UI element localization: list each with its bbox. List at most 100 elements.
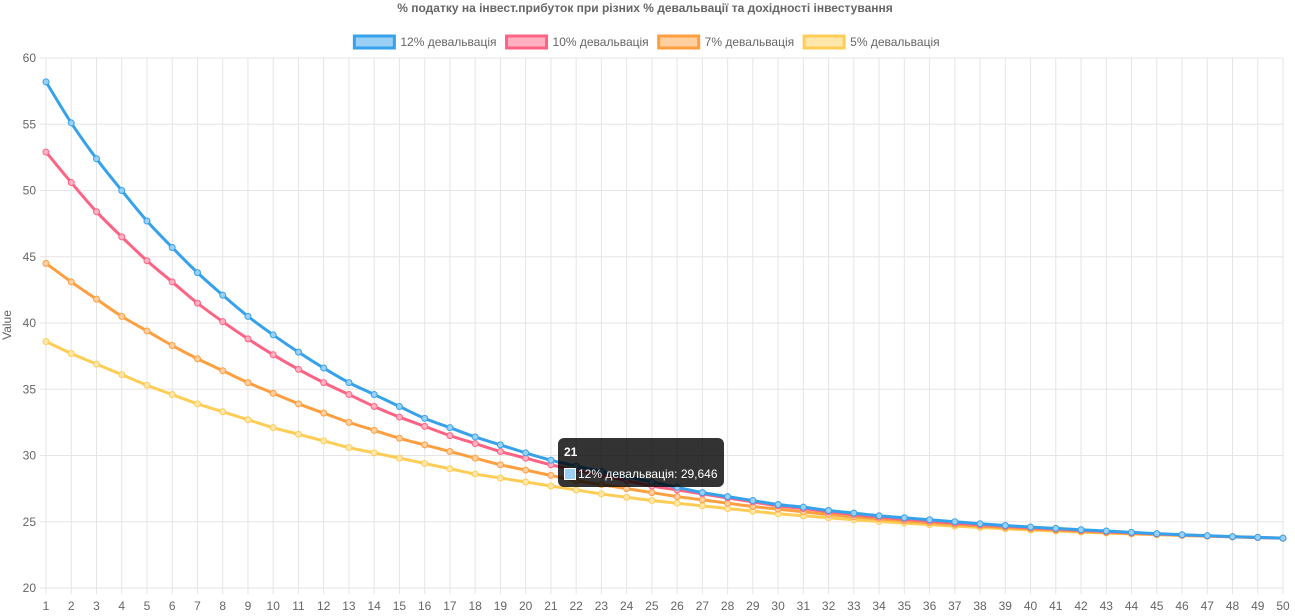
y-tick-label: 20 bbox=[23, 581, 37, 595]
x-tick-label: 41 bbox=[1049, 599, 1063, 613]
data-point bbox=[92, 295, 100, 303]
x-tick-label: 42 bbox=[1074, 599, 1088, 613]
data-point bbox=[471, 454, 479, 462]
legend-item: 10% девальвація bbox=[505, 34, 649, 50]
data-point bbox=[320, 379, 328, 387]
data-point bbox=[395, 402, 403, 410]
x-tick-label: 19 bbox=[494, 599, 508, 613]
data-point bbox=[345, 418, 353, 426]
legend-label: 12% девальвація bbox=[400, 35, 496, 49]
data-point bbox=[421, 414, 429, 422]
data-point bbox=[1203, 532, 1211, 540]
data-point bbox=[395, 434, 403, 442]
data-point bbox=[522, 449, 530, 457]
data-point bbox=[496, 474, 504, 482]
x-tick-label: 36 bbox=[923, 599, 937, 613]
x-tick-label: 27 bbox=[696, 599, 710, 613]
x-tick-label: 30 bbox=[771, 599, 785, 613]
data-point bbox=[522, 466, 530, 474]
data-point bbox=[370, 449, 378, 457]
data-point bbox=[850, 509, 858, 517]
data-point bbox=[143, 217, 151, 225]
series-group bbox=[42, 78, 1287, 542]
data-point bbox=[67, 119, 75, 127]
x-tick-label: 23 bbox=[595, 599, 609, 613]
data-point bbox=[193, 400, 201, 408]
data-point bbox=[547, 482, 555, 490]
data-point bbox=[875, 512, 883, 520]
legend-swatch bbox=[802, 34, 846, 50]
tooltip: 21 12% девальвація: 29,646 bbox=[558, 438, 724, 487]
data-point bbox=[143, 327, 151, 335]
data-point bbox=[42, 338, 50, 346]
x-tick-label: 50 bbox=[1276, 599, 1290, 613]
x-tick-label: 44 bbox=[1125, 599, 1139, 613]
data-point bbox=[244, 312, 252, 320]
x-tick-label: 15 bbox=[393, 599, 407, 613]
x-tick-label: 49 bbox=[1251, 599, 1265, 613]
data-point bbox=[143, 381, 151, 389]
y-tick-label: 45 bbox=[23, 250, 37, 264]
data-point bbox=[951, 518, 959, 526]
x-tick-label: 25 bbox=[645, 599, 659, 613]
legend-swatch bbox=[657, 34, 701, 50]
data-point bbox=[547, 471, 555, 479]
data-point bbox=[269, 331, 277, 339]
data-point bbox=[648, 489, 656, 497]
x-tick-label: 29 bbox=[746, 599, 760, 613]
x-tick-label: 46 bbox=[1175, 599, 1189, 613]
x-tick-label: 33 bbox=[847, 599, 861, 613]
x-tick-label: 11 bbox=[292, 599, 305, 613]
data-point bbox=[320, 364, 328, 372]
data-point bbox=[92, 360, 100, 368]
data-point bbox=[219, 318, 227, 326]
legend-label: 5% девальвація bbox=[850, 35, 939, 49]
data-point bbox=[269, 424, 277, 432]
data-point bbox=[1128, 528, 1136, 536]
legend-label: 7% девальвація bbox=[705, 35, 794, 49]
data-point bbox=[496, 448, 504, 456]
data-point bbox=[623, 493, 631, 501]
x-tick-label: 13 bbox=[342, 599, 356, 613]
data-point bbox=[320, 437, 328, 445]
x-tick-label: 38 bbox=[973, 599, 987, 613]
legend-label: 10% девальвація bbox=[553, 35, 649, 49]
x-tick-label: 45 bbox=[1150, 599, 1164, 613]
tooltip-title: 21 bbox=[564, 445, 578, 459]
tooltip-row: 12% девальвація: 29,646 bbox=[564, 466, 718, 482]
data-point bbox=[244, 379, 252, 387]
data-point bbox=[522, 478, 530, 486]
data-point bbox=[774, 501, 782, 509]
y-tick-label: 50 bbox=[23, 184, 37, 198]
y-tick-label: 30 bbox=[23, 449, 37, 463]
y-tick-label: 35 bbox=[23, 382, 37, 396]
data-point bbox=[219, 367, 227, 375]
x-tick-label: 10 bbox=[267, 599, 281, 613]
data-point bbox=[294, 348, 302, 356]
data-point bbox=[168, 342, 176, 350]
legend: 12% девальвація 10% девальвація 7% девальв… bbox=[352, 34, 940, 50]
data-point bbox=[244, 416, 252, 424]
data-point bbox=[118, 371, 126, 379]
x-tick-label: 43 bbox=[1100, 599, 1114, 613]
data-point bbox=[421, 422, 429, 430]
data-point bbox=[345, 391, 353, 399]
x-tick-label: 12 bbox=[317, 599, 331, 613]
tooltip-label: 12% девальвація: 29,646 bbox=[578, 467, 718, 481]
data-point bbox=[168, 391, 176, 399]
legend-item: 5% девальвація bbox=[802, 34, 940, 50]
x-tick-label: 14 bbox=[368, 599, 382, 613]
data-point bbox=[446, 465, 454, 473]
chart-title: % податку на інвест.прибуток при різних … bbox=[397, 1, 893, 15]
x-tick-label: 48 bbox=[1226, 599, 1240, 613]
data-point bbox=[724, 493, 732, 501]
data-point bbox=[370, 426, 378, 434]
data-point bbox=[193, 269, 201, 277]
data-point bbox=[421, 441, 429, 449]
data-point bbox=[1254, 533, 1262, 541]
x-tick-label: 16 bbox=[418, 599, 432, 613]
x-tick-label: 3 bbox=[93, 599, 100, 613]
data-point bbox=[118, 187, 126, 194]
